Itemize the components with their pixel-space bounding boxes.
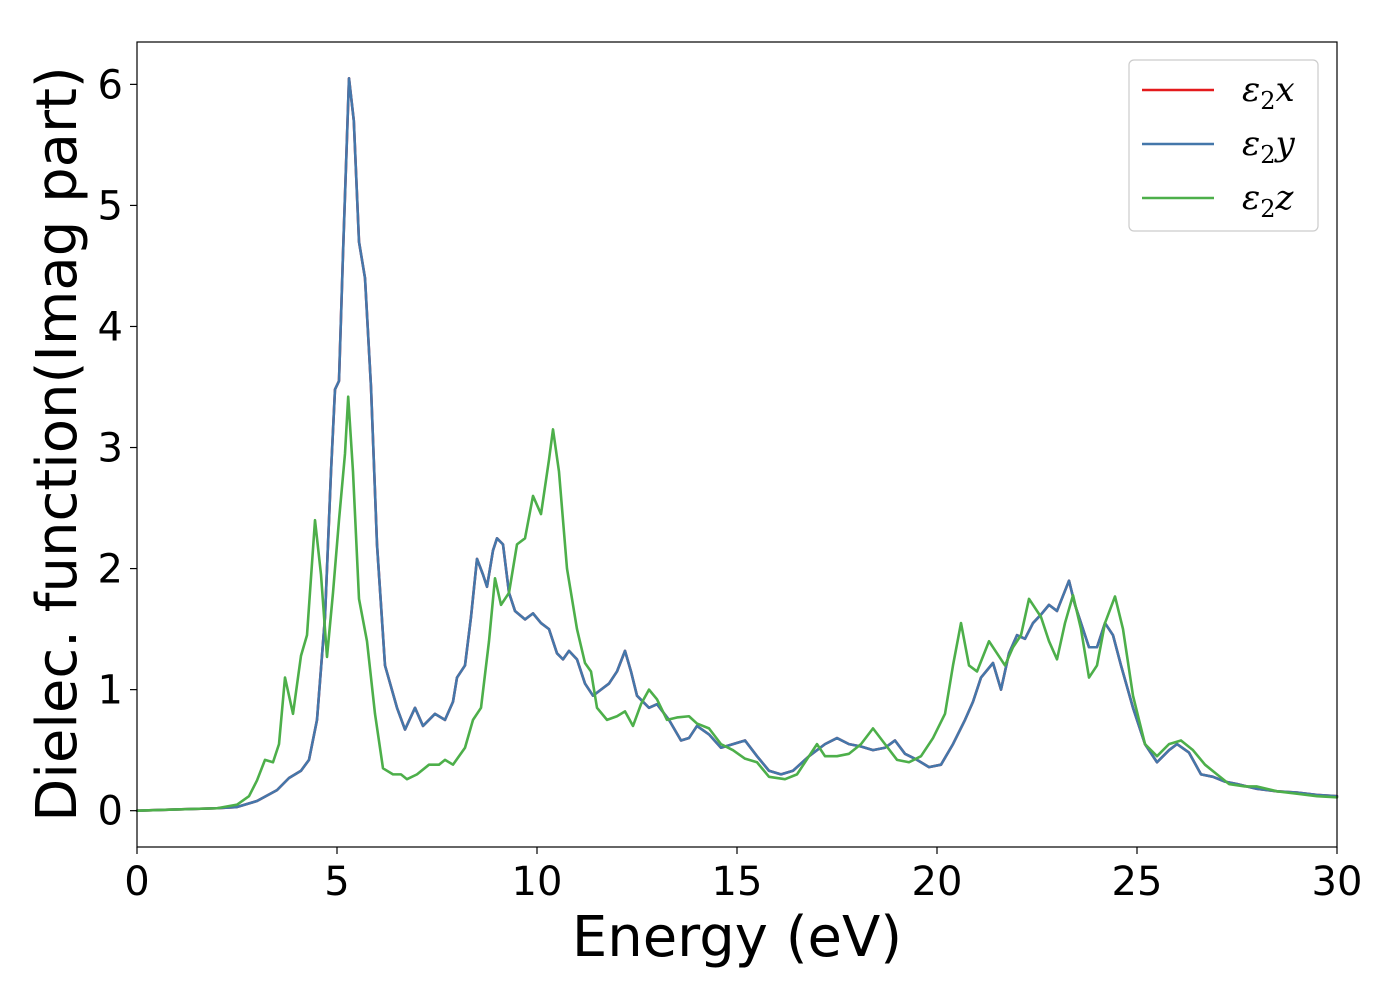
legend-box: [1128, 59, 1319, 232]
legend-label-y: ε2y: [1242, 124, 1296, 169]
y-tick-label: 3: [98, 426, 123, 472]
y-tick-label: 5: [98, 183, 123, 229]
y-tick-label: 6: [98, 62, 123, 108]
legend: ε2x ε2y ε2z: [1128, 59, 1319, 232]
series-line-z: [135, 395, 1339, 812]
y-axis-ticks: 0 1 2 3 4 5 6: [98, 62, 137, 835]
legend-label-x: ε2x: [1242, 70, 1295, 115]
x-tick-label: 20: [912, 859, 963, 905]
x-axis-ticks: 0 5 10 15 20 25 30: [124, 847, 1362, 905]
y-tick-label: 0: [98, 789, 123, 835]
x-tick-label: 5: [324, 859, 349, 905]
y-tick-label: 1: [98, 668, 123, 714]
plot-lines: [135, 77, 1339, 812]
x-tick-label: 10: [512, 859, 563, 905]
x-tick-label: 30: [1312, 859, 1363, 905]
y-tick-label: 2: [98, 547, 123, 593]
series-line-y: [135, 77, 1339, 812]
x-axis-title: Energy (eV): [572, 905, 902, 970]
x-tick-label: 25: [1112, 859, 1163, 905]
x-tick-label: 15: [712, 859, 763, 905]
y-axis-title: Dielec. function(Imag part): [25, 66, 90, 822]
legend-label-z: ε2z: [1242, 178, 1295, 223]
y-tick-label: 4: [98, 304, 123, 350]
x-tick-label: 0: [124, 859, 149, 905]
